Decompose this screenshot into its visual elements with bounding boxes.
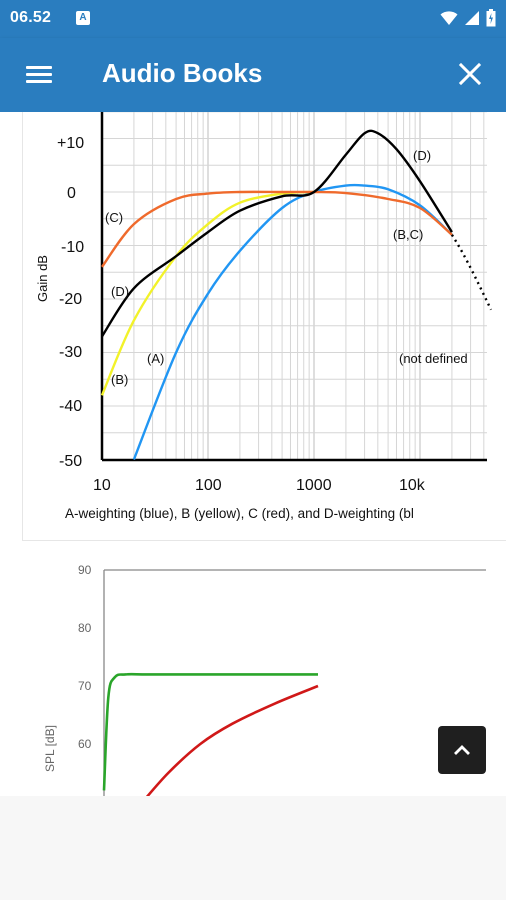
weighting-chart: +10 0 -10 -20 -30 -40 -50 10 100 1000 10… — [35, 112, 493, 521]
y-tick-label: -20 — [59, 291, 82, 308]
curve-label-d-right: (D) — [413, 148, 431, 163]
status-time: 06.52 — [10, 9, 52, 26]
bottom-area — [0, 796, 506, 900]
battery-icon — [486, 9, 496, 27]
menu-button[interactable] — [24, 60, 56, 90]
notification-icon: A — [76, 11, 90, 25]
spl-chart-image: 90 80 70 60 SPL [dB] — [22, 552, 506, 796]
weighting-chart-image: +10 0 -10 -20 -30 -40 -50 10 100 1000 10… — [22, 112, 506, 541]
spl-green-line — [102, 672, 318, 791]
close-icon — [458, 62, 482, 86]
close-button[interactable] — [454, 58, 486, 90]
chart-caption: A-weighting (blue), B (yellow), C (red),… — [65, 506, 414, 521]
curve-label-a: (A) — [147, 351, 164, 366]
c-weighting-line — [101, 190, 453, 268]
chevron-up-icon — [454, 745, 470, 755]
d-weighting-line — [100, 129, 453, 338]
x-tick-label: 10k — [399, 477, 426, 494]
signal-icon — [465, 11, 479, 25]
y-tick-label: 70 — [78, 679, 92, 693]
y-tick-label: 80 — [78, 621, 92, 635]
curve-label-d: (D) — [111, 284, 129, 299]
y-tick-label: 60 — [78, 737, 92, 751]
y-axis-label: SPL [dB] — [43, 725, 57, 772]
y-axis-label: Gain dB — [35, 255, 50, 302]
status-icons — [440, 9, 496, 27]
curve-label-bc: (B,C) — [393, 227, 423, 242]
page-title: Audio Books — [102, 58, 263, 88]
x-tick-label: 10 — [93, 477, 111, 494]
x-tick-label: 100 — [195, 477, 222, 494]
curve-label-b: (B) — [111, 372, 128, 387]
content-area[interactable]: +10 0 -10 -20 -30 -40 -50 10 100 1000 10… — [0, 112, 506, 796]
undefined-extension-line — [450, 234, 493, 311]
curve-label-c: (C) — [105, 210, 123, 225]
status-bar: 06.52 A — [0, 0, 506, 38]
app-bar: Audio Books — [0, 38, 506, 112]
not-defined-label: (not defined — [399, 351, 468, 366]
b-weighting-line — [100, 190, 315, 396]
y-tick-label: +10 — [57, 135, 84, 152]
y-tick-label: 0 — [67, 185, 76, 202]
spl-chart: 90 80 70 60 SPL [dB] — [43, 563, 486, 796]
wifi-icon — [440, 11, 458, 25]
y-tick-label: 90 — [78, 563, 92, 577]
y-tick-label: -30 — [59, 344, 82, 361]
y-tick-label: -40 — [59, 398, 82, 415]
y-tick-label: -10 — [61, 239, 84, 256]
spl-red-line — [145, 684, 319, 796]
y-tick-label: -50 — [59, 453, 82, 470]
scroll-to-top-button[interactable] — [438, 726, 486, 774]
x-tick-label: 1000 — [296, 477, 332, 494]
